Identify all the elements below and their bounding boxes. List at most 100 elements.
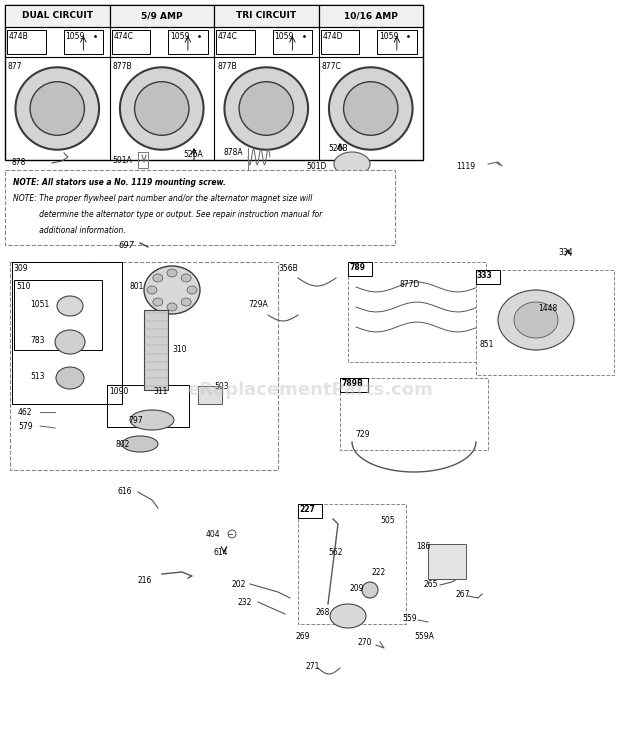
- Bar: [321, 30, 359, 54]
- Ellipse shape: [297, 104, 304, 113]
- Text: 269: 269: [296, 632, 311, 641]
- Ellipse shape: [290, 84, 298, 93]
- Ellipse shape: [228, 104, 236, 113]
- Ellipse shape: [343, 81, 398, 135]
- Text: DUAL CIRCUIT: DUAL CIRCUIT: [22, 12, 93, 21]
- Ellipse shape: [63, 137, 73, 144]
- Text: 614: 614: [214, 548, 229, 557]
- Bar: [107, 385, 189, 427]
- Text: 474C: 474C: [218, 32, 238, 41]
- Ellipse shape: [181, 298, 191, 306]
- Ellipse shape: [124, 104, 131, 113]
- Text: 309: 309: [13, 264, 28, 273]
- Ellipse shape: [81, 124, 89, 132]
- Text: 474C: 474C: [113, 32, 133, 41]
- Text: 877B: 877B: [217, 62, 237, 71]
- Ellipse shape: [498, 290, 574, 350]
- Ellipse shape: [19, 104, 27, 113]
- Text: 10/16 AMP: 10/16 AMP: [344, 12, 397, 21]
- Text: 1119: 1119: [456, 162, 475, 171]
- Text: NOTE: The proper flywheel part number and/or the alternator magnet size will: NOTE: The proper flywheel part number an…: [13, 194, 312, 203]
- Ellipse shape: [147, 73, 156, 80]
- Ellipse shape: [329, 67, 412, 149]
- Text: 310: 310: [172, 346, 187, 354]
- Ellipse shape: [88, 104, 95, 113]
- Text: 1051: 1051: [30, 300, 49, 309]
- Text: 878: 878: [12, 158, 27, 167]
- Bar: [377, 30, 417, 54]
- Ellipse shape: [167, 269, 177, 277]
- Bar: [198, 386, 222, 404]
- Ellipse shape: [356, 137, 365, 144]
- Text: 333: 333: [477, 271, 493, 280]
- Ellipse shape: [30, 81, 84, 135]
- Ellipse shape: [167, 303, 177, 311]
- Text: 209: 209: [350, 584, 365, 593]
- Ellipse shape: [130, 410, 174, 430]
- Text: 729A: 729A: [248, 300, 268, 309]
- Text: 729: 729: [355, 430, 370, 439]
- Ellipse shape: [394, 124, 402, 132]
- Ellipse shape: [272, 137, 281, 144]
- Ellipse shape: [272, 73, 281, 80]
- Text: 802: 802: [116, 440, 130, 449]
- Text: 271: 271: [306, 662, 321, 671]
- Ellipse shape: [394, 84, 402, 93]
- Bar: [14, 280, 102, 350]
- Ellipse shape: [224, 67, 308, 149]
- Ellipse shape: [333, 104, 340, 113]
- Text: 216: 216: [138, 576, 153, 585]
- Text: 232: 232: [238, 598, 252, 607]
- Text: 877C: 877C: [322, 62, 341, 71]
- Ellipse shape: [56, 367, 84, 389]
- Bar: [319, 5, 423, 27]
- Text: 227: 227: [299, 505, 315, 514]
- Ellipse shape: [168, 73, 177, 80]
- Bar: [298, 504, 322, 518]
- Ellipse shape: [120, 67, 203, 149]
- Text: 1059: 1059: [275, 32, 294, 41]
- Ellipse shape: [147, 286, 157, 294]
- Ellipse shape: [135, 81, 189, 135]
- Ellipse shape: [153, 298, 163, 306]
- Ellipse shape: [251, 73, 260, 80]
- Ellipse shape: [144, 266, 200, 314]
- Ellipse shape: [239, 81, 293, 135]
- Bar: [340, 378, 368, 392]
- Text: 1090: 1090: [109, 387, 128, 396]
- Text: 265: 265: [424, 580, 438, 589]
- Ellipse shape: [251, 137, 260, 144]
- Text: 222: 222: [372, 568, 386, 577]
- Bar: [476, 270, 500, 284]
- Text: 474B: 474B: [9, 32, 29, 41]
- Text: 851: 851: [480, 340, 494, 349]
- Bar: [7, 30, 46, 54]
- Ellipse shape: [187, 286, 197, 294]
- Text: 526A: 526A: [183, 150, 203, 159]
- Ellipse shape: [401, 104, 409, 113]
- Ellipse shape: [181, 274, 191, 282]
- Ellipse shape: [377, 73, 386, 80]
- Ellipse shape: [57, 296, 83, 316]
- Bar: [168, 30, 208, 54]
- Text: 404: 404: [206, 530, 221, 539]
- Text: 503: 503: [214, 382, 229, 391]
- Text: 1059: 1059: [66, 32, 85, 41]
- Bar: [144, 310, 168, 390]
- Ellipse shape: [168, 137, 177, 144]
- Text: 268: 268: [316, 608, 330, 617]
- Bar: [214, 5, 319, 27]
- Text: 267: 267: [455, 590, 469, 599]
- Text: 501D: 501D: [306, 162, 326, 171]
- Bar: [298, 504, 406, 624]
- Text: 356B: 356B: [278, 264, 298, 273]
- Ellipse shape: [16, 67, 99, 149]
- Text: 797: 797: [128, 416, 143, 425]
- Text: 579: 579: [18, 422, 33, 431]
- Ellipse shape: [377, 137, 386, 144]
- Text: 505: 505: [380, 516, 394, 525]
- Bar: [340, 378, 488, 450]
- Text: determine the alternator type or output. See repair instruction manual for: determine the alternator type or output.…: [13, 210, 322, 219]
- Ellipse shape: [81, 84, 89, 93]
- Bar: [12, 262, 122, 404]
